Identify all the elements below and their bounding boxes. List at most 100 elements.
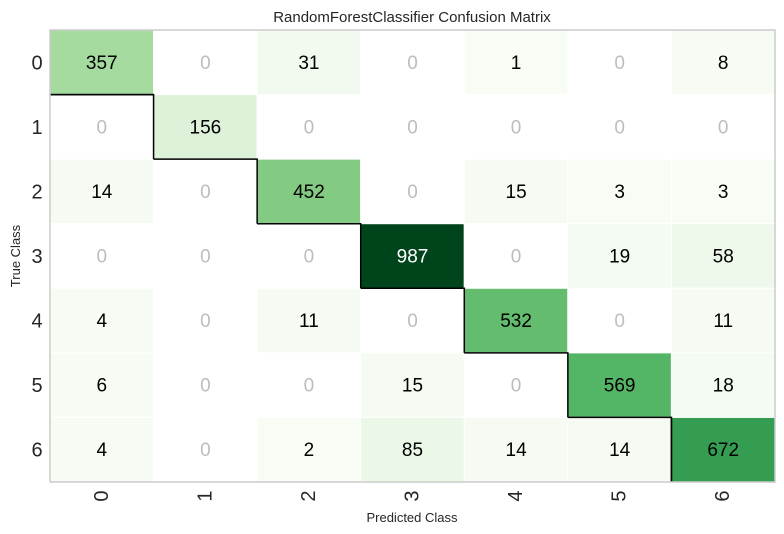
x-tick-label: 0	[91, 490, 113, 501]
x-axis-ticks: 0 1 2 3 4 5 6	[91, 490, 734, 501]
heatmap-cell	[463, 94, 569, 160]
heatmap-cell	[567, 416, 672, 483]
cell-value-label: 357	[86, 53, 118, 74]
diagonal-outline-segment	[464, 352, 569, 418]
heatmap-cell	[360, 416, 465, 483]
y-tick-label: 1	[31, 117, 42, 139]
heatmap-cell	[360, 158, 465, 225]
y-tick-label: 5	[31, 375, 42, 397]
heatmap-cell	[49, 29, 155, 96]
cell-value-label: 2	[304, 440, 315, 461]
heatmap-cell	[49, 352, 155, 418]
heatmap-cell	[256, 287, 362, 354]
y-tick-label: 2	[31, 181, 42, 203]
cell-value-label: 0	[511, 376, 522, 397]
cell-value-label: 0	[200, 247, 211, 268]
heatmap-cell	[153, 158, 258, 225]
heatmap-cell	[463, 29, 569, 96]
cell-value-label: 11	[299, 311, 319, 332]
cell-value-label: 14	[506, 440, 528, 461]
cell-value-label: 0	[718, 117, 729, 138]
cell-value-label: 532	[500, 311, 532, 332]
cell-value-label: 452	[293, 182, 325, 203]
heatmap-cell	[360, 223, 465, 289]
y-tick-label: 3	[31, 246, 42, 268]
heatmap-cell	[670, 352, 776, 418]
cell-value-label: 156	[190, 117, 222, 138]
heatmap-cell	[49, 416, 155, 483]
cell-value-label: 0	[614, 117, 625, 138]
cell-value-label: 0	[304, 247, 315, 268]
cell-value-label: 11	[713, 311, 733, 332]
cell-value-label: 0	[200, 311, 211, 332]
cell-value-label: 0	[200, 440, 211, 461]
cell-value-label: 672	[707, 440, 739, 461]
heatmap-cell	[360, 29, 465, 96]
y-axis-label: True Class	[8, 224, 23, 287]
cell-value-label: 0	[200, 53, 211, 74]
heatmap-cell	[567, 223, 672, 289]
cell-value-label: 4	[96, 440, 107, 461]
cell-value-label: 0	[304, 376, 315, 397]
heatmap-cell	[256, 352, 362, 418]
plot-frame	[49, 29, 776, 483]
heatmap-cell	[360, 352, 465, 418]
cell-value-label: 3	[718, 182, 729, 203]
heatmap-cell	[567, 158, 672, 225]
heatmap-cell	[463, 352, 569, 418]
cell-value-label: 15	[506, 182, 527, 203]
heatmap-cell	[670, 287, 776, 354]
heatmap-cell	[670, 416, 776, 483]
heatmap-cell	[463, 416, 569, 483]
cell-value-label: 0	[614, 311, 625, 332]
heatmap-cell	[256, 416, 362, 483]
cell-value-label: 19	[609, 247, 630, 268]
x-tick-label: 3	[402, 490, 424, 501]
cell-value-label: 0	[511, 247, 522, 268]
heatmap-cell	[567, 29, 672, 96]
heatmap-cell	[153, 29, 258, 96]
diagonal-outline-segment	[153, 158, 258, 224]
heatmap-cell	[670, 223, 776, 289]
x-tick-label: 6	[712, 490, 734, 501]
y-tick-label: 4	[31, 311, 42, 333]
cell-value-label: 6	[96, 376, 107, 397]
cell-value-label: 0	[96, 117, 107, 138]
cell-value-label: 0	[511, 117, 522, 138]
cell-value-label: 31	[298, 53, 319, 74]
cell-value-label: 987	[397, 247, 429, 268]
diagonal-outline	[50, 93, 673, 482]
cell-value-label: 15	[402, 376, 423, 397]
heatmap-cell	[153, 223, 258, 289]
heatmap-cell	[670, 94, 776, 160]
y-tick-label: 0	[31, 52, 42, 74]
cell-value-label: 0	[407, 117, 418, 138]
cell-value-label: 85	[402, 440, 423, 461]
cell-value-label: 4	[96, 311, 107, 332]
x-tick-label: 5	[609, 490, 631, 501]
heatmap-cell	[670, 158, 776, 225]
x-tick-label: 1	[194, 490, 216, 501]
heatmap-cell	[49, 223, 155, 289]
cell-value-label: 0	[614, 53, 625, 74]
heatmap-cell	[256, 94, 362, 160]
heatmap-cell	[49, 287, 155, 354]
cell-value-label: 0	[96, 247, 107, 268]
heatmap-cell	[153, 352, 258, 418]
cell-value-label: 0	[407, 311, 418, 332]
cell-value-label: 0	[407, 182, 418, 203]
cell-value-label: 0	[200, 182, 211, 203]
y-tick-label: 6	[31, 440, 42, 462]
cell-value-label: 14	[91, 182, 113, 203]
cell-value-label: 14	[609, 440, 631, 461]
heatmap-cells: 357 0 31 0 1 0 80 156 0 0 0 0 014 0 452 0 15 3 30 0 0 987 0 19 5…	[49, 29, 776, 483]
cell-value-label: 3	[614, 182, 625, 203]
cell-value-label: 569	[604, 376, 636, 397]
x-tick-label: 4	[505, 490, 527, 501]
x-tick-label: 2	[298, 490, 320, 501]
x-axis-label: Predicted Class	[366, 510, 458, 525]
y-axis-ticks: 0 1 2 3 4 5 6	[31, 52, 42, 461]
cell-value-label: 58	[713, 247, 734, 268]
cell-value-label: 0	[200, 376, 211, 397]
heatmap-cell	[463, 158, 569, 225]
